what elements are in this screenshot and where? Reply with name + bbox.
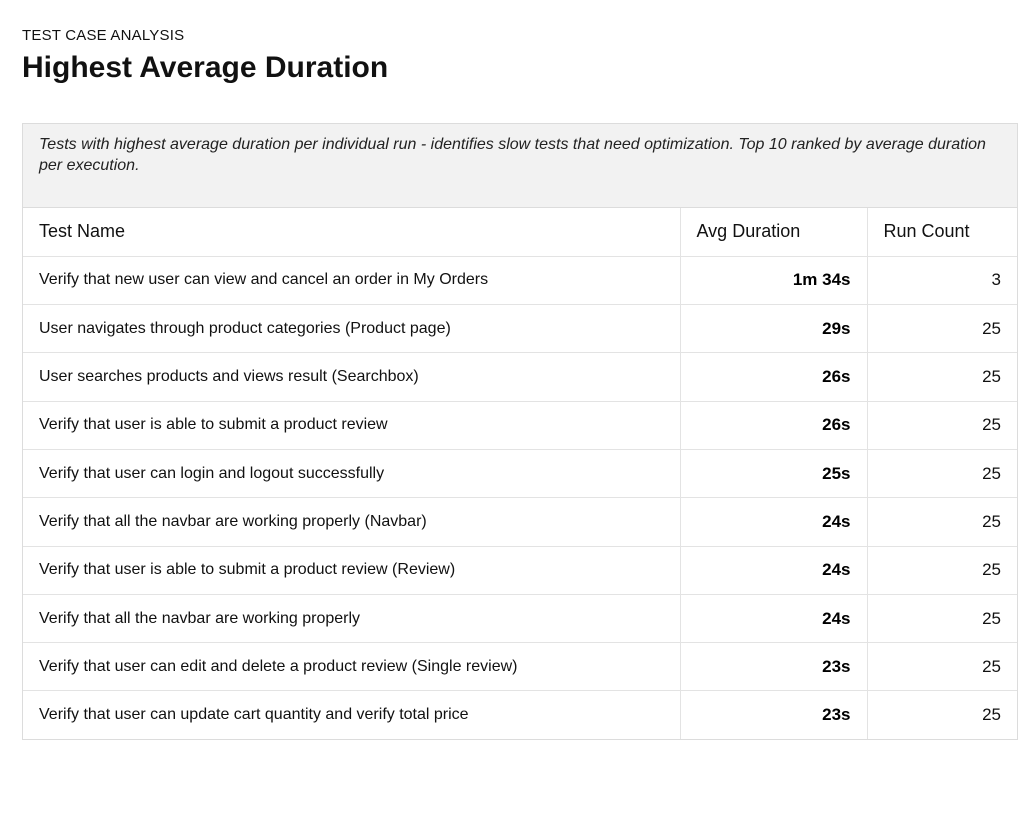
test-name-cell: Verify that user can edit and delete a p…: [23, 642, 680, 691]
avg-duration-cell: 26s: [679, 400, 867, 450]
avg-duration-cell: 25s: [679, 448, 867, 498]
duration-table-panel: Tests with highest average duration per …: [22, 123, 1018, 741]
test-name-cell: Verify that user can update cart quantit…: [23, 690, 680, 740]
run-count-cell: 3: [866, 255, 1017, 305]
avg-duration-cell: 23s: [679, 690, 867, 740]
column-header-avg-duration: Avg Duration: [679, 208, 867, 257]
table-row: Verify that user is able to submit a pro…: [23, 400, 1017, 450]
table-row: User searches products and views result …: [23, 352, 1017, 402]
run-count-cell: 25: [866, 593, 1017, 643]
avg-duration-cell: 23s: [679, 642, 867, 691]
test-name-cell: Verify that user can login and logout su…: [23, 448, 680, 498]
table-row: Verify that user can edit and delete a p…: [23, 642, 1017, 691]
table-row: Verify that all the navbar are working p…: [23, 497, 1017, 547]
table-description: Tests with highest average duration per …: [23, 124, 1017, 208]
test-name-cell: Verify that new user can view and cancel…: [23, 255, 680, 305]
table-row: Verify that new user can view and cancel…: [23, 255, 1017, 305]
test-name-cell: Verify that user is able to submit a pro…: [23, 400, 680, 450]
column-header-run-count: Run Count: [866, 208, 1017, 257]
run-count-cell: 25: [866, 400, 1017, 450]
run-count-cell: 25: [866, 545, 1017, 595]
section-eyebrow: TEST CASE ANALYSIS: [22, 27, 185, 44]
avg-duration-cell: 24s: [679, 545, 867, 595]
avg-duration-cell: 29s: [679, 304, 867, 353]
test-name-cell: Verify that all the navbar are working p…: [23, 593, 680, 643]
test-name-cell: User navigates through product categorie…: [23, 304, 680, 353]
test-name-cell: Verify that all the navbar are working p…: [23, 497, 680, 547]
duration-table: Test Name Avg Duration Run Count Verify …: [23, 208, 1017, 740]
table-row: Verify that user is able to submit a pro…: [23, 545, 1017, 595]
run-count-cell: 25: [866, 497, 1017, 547]
avg-duration-cell: 24s: [679, 497, 867, 547]
table-header-row: Test Name Avg Duration Run Count: [23, 208, 1017, 257]
table-row: Verify that all the navbar are working p…: [23, 593, 1017, 643]
test-name-cell: User searches products and views result …: [23, 352, 680, 402]
avg-duration-cell: 26s: [679, 352, 867, 402]
run-count-cell: 25: [866, 352, 1017, 402]
avg-duration-cell: 1m 34s: [679, 255, 867, 305]
run-count-cell: 25: [866, 448, 1017, 498]
table-row: User navigates through product categorie…: [23, 304, 1017, 353]
avg-duration-cell: 24s: [679, 593, 867, 643]
run-count-cell: 25: [866, 304, 1017, 353]
column-header-test-name: Test Name: [39, 221, 126, 242]
page-title: Highest Average Duration: [22, 51, 389, 84]
run-count-cell: 25: [866, 642, 1017, 691]
table-row: Verify that user can login and logout su…: [23, 448, 1017, 498]
table-row: Verify that user can update cart quantit…: [23, 690, 1017, 740]
run-count-cell: 25: [866, 690, 1017, 740]
test-name-cell: Verify that user is able to submit a pro…: [23, 545, 680, 595]
